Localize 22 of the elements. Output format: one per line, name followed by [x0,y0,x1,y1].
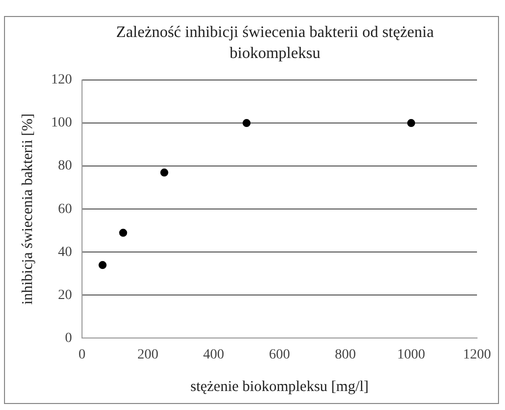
y-tick-label: 20 [58,288,72,303]
x-tick-label: 400 [203,347,224,362]
y-tick-label: 100 [51,116,72,131]
x-tick-label: 1000 [397,347,426,362]
x-tick-label: 200 [137,347,158,362]
point [407,119,416,128]
x-axis-title: stężenie biokompleksu [mg/l] [190,378,369,395]
y-tick-label: 0 [65,330,72,346]
point [242,119,251,128]
y-tick-label: 40 [58,244,72,260]
point [160,168,168,177]
chart-title: Zależność inhibicji świecenia bakterii od stężenia biokompleksu [115,23,435,64]
x-tick-label: 600 [269,347,290,362]
y-axis-title: inhibicja świecenia bakterii [%] [20,114,36,305]
y-tick-label: 120 [51,72,72,88]
x-tick-label: 1200 [463,347,491,362]
point [119,228,128,237]
y-tick-label: 80 [58,158,72,174]
x-tick-label: 0 [78,347,86,362]
x-tick-label: 800 [334,347,356,362]
point [98,261,107,270]
y-tick-label: 60 [58,202,72,217]
